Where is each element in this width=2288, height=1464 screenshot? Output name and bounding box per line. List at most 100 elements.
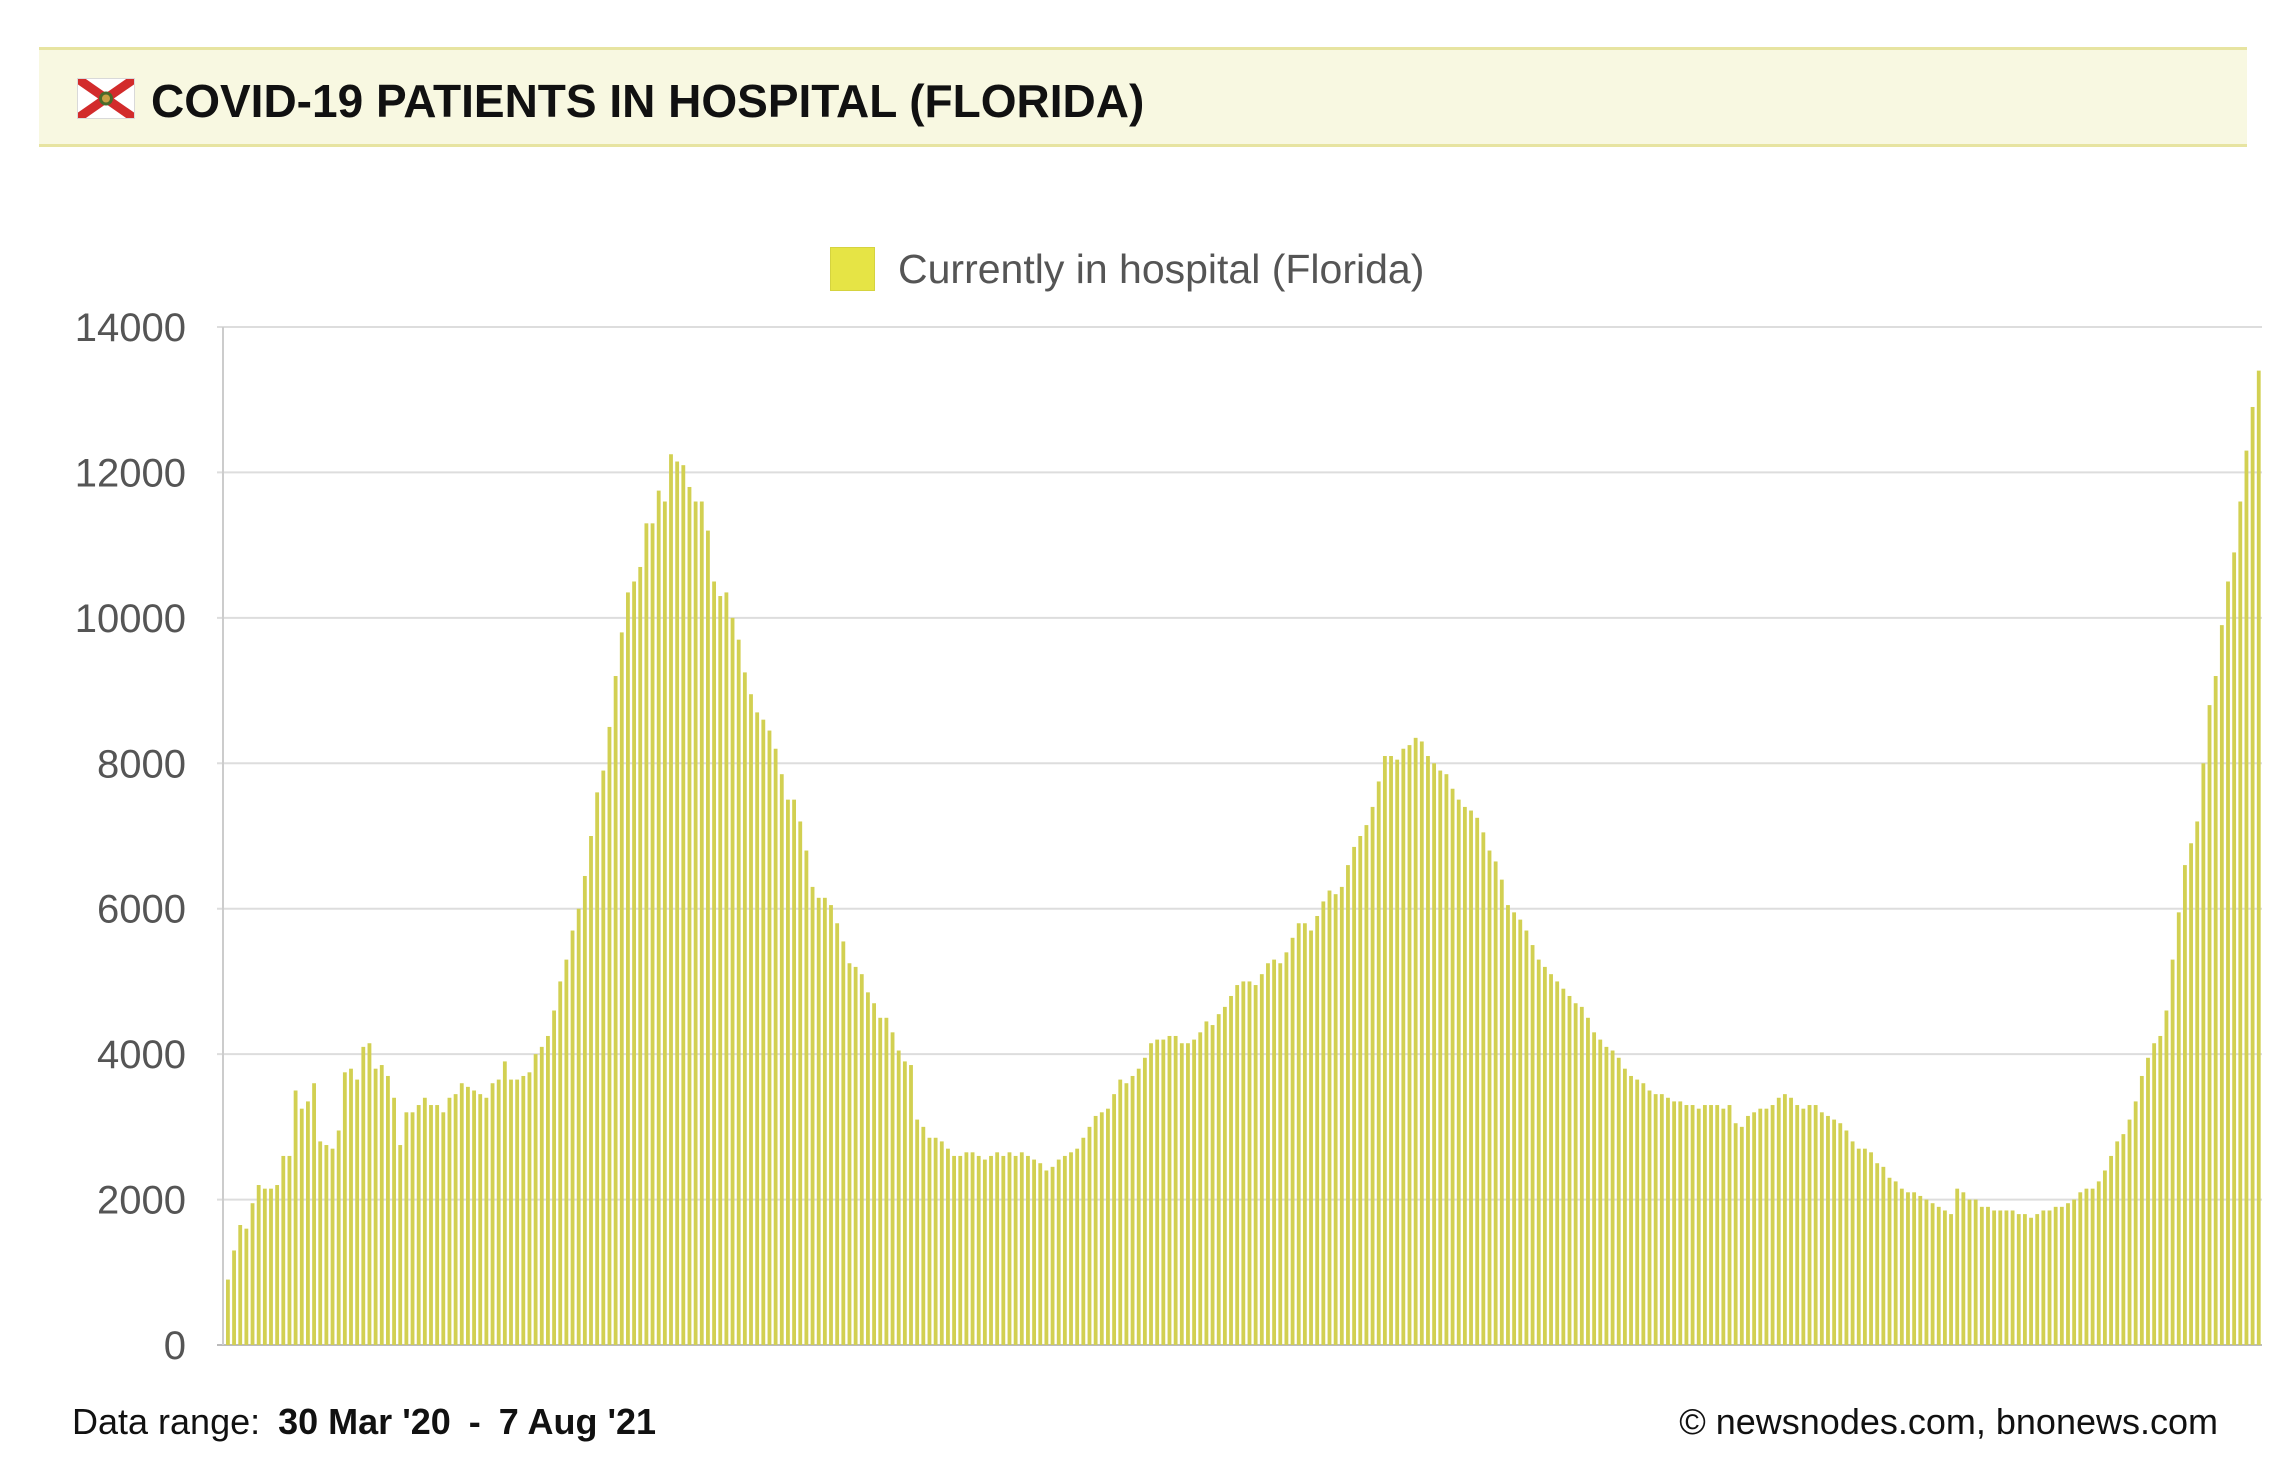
bar[interactable] [2139,1075,2144,1345]
bar[interactable] [1598,1039,1603,1345]
bar[interactable] [1967,1199,1972,1345]
bar[interactable] [1881,1166,1886,1345]
bar[interactable] [1099,1112,1104,1345]
bar[interactable] [1524,930,1529,1345]
bar[interactable] [730,617,735,1345]
bar[interactable] [466,1086,470,1345]
bar[interactable] [2189,843,2193,1345]
bar[interactable] [2084,1188,2089,1345]
bar[interactable] [502,1061,507,1345]
bar[interactable] [736,639,741,1345]
bar[interactable] [662,501,667,1345]
bar[interactable] [1573,1003,1578,1345]
bar[interactable] [404,1112,409,1345]
bar[interactable] [1549,974,1553,1345]
bar[interactable] [318,1141,323,1345]
bar[interactable] [902,1061,907,1345]
bar[interactable] [1253,985,1258,1345]
bar[interactable] [632,581,636,1346]
bar[interactable] [712,581,716,1346]
bar[interactable] [995,1152,1000,1345]
bar[interactable] [1838,1123,1843,1345]
bar[interactable] [1986,1206,1990,1345]
bar[interactable] [299,1108,304,1345]
bar[interactable] [2029,1217,2033,1345]
bar[interactable] [1382,756,1387,1345]
bar[interactable] [2022,1214,2027,1345]
bar[interactable] [552,1010,556,1345]
bar[interactable] [1586,1017,1590,1345]
bar[interactable] [496,1079,501,1345]
bar[interactable] [1579,1006,1584,1345]
bar[interactable] [330,1148,335,1345]
bar[interactable] [1819,1112,1824,1345]
bar[interactable] [1899,1188,1904,1345]
bar[interactable] [1462,806,1467,1345]
bar[interactable] [342,1072,347,1345]
bar[interactable] [1419,741,1424,1345]
bar[interactable] [509,1079,513,1345]
bar[interactable] [829,905,833,1345]
bar[interactable] [262,1188,267,1345]
bar[interactable] [1062,1155,1067,1345]
bar[interactable] [1856,1148,1861,1345]
bar[interactable] [1906,1192,1910,1345]
bar[interactable] [287,1155,292,1345]
bar[interactable] [1936,1206,1941,1345]
bar[interactable] [576,908,581,1345]
bar[interactable] [718,596,723,1345]
bar[interactable] [1647,1090,1652,1346]
bar[interactable] [835,923,840,1345]
bar[interactable] [2183,865,2187,1345]
bar[interactable] [453,1094,458,1345]
bar[interactable] [539,1046,544,1345]
bar[interactable] [1604,1046,1609,1345]
bar[interactable] [1007,1152,1012,1345]
bar[interactable] [1629,1075,1633,1345]
bar[interactable] [1118,1079,1123,1345]
bar[interactable] [1635,1079,1640,1345]
bar[interactable] [816,897,821,1345]
bar[interactable] [2109,1155,2113,1345]
bar[interactable] [398,1145,403,1345]
bar[interactable] [1032,1159,1036,1345]
bar[interactable] [1949,1214,1953,1345]
bar[interactable] [1173,1035,1178,1345]
bar[interactable] [1456,799,1461,1345]
bar[interactable] [312,1083,316,1345]
bar[interactable] [1832,1119,1837,1345]
bar[interactable] [2195,821,2200,1345]
bar[interactable] [1284,952,1289,1345]
bar[interactable] [1475,817,1480,1345]
bar[interactable] [2121,1134,2126,1345]
bar[interactable] [1672,1101,1677,1345]
bar[interactable] [767,730,772,1345]
bar[interactable] [982,1159,987,1345]
bar[interactable] [1204,1021,1209,1345]
bar[interactable] [1893,1181,1898,1345]
bar[interactable] [2133,1101,2138,1345]
bar[interactable] [669,454,673,1345]
bar[interactable] [884,1017,889,1345]
bar[interactable] [970,1152,975,1345]
bar[interactable] [1887,1177,1892,1345]
bar[interactable] [1198,1032,1203,1345]
bar[interactable] [1013,1155,1018,1345]
bar[interactable] [1764,1108,1769,1345]
bar[interactable] [742,672,747,1345]
bar[interactable] [1438,770,1443,1345]
bar[interactable] [435,1105,440,1345]
bar[interactable] [416,1105,421,1345]
bar[interactable] [607,726,612,1345]
bar[interactable] [1942,1210,1947,1345]
bar[interactable] [429,1105,433,1345]
bar[interactable] [786,799,790,1345]
bar[interactable] [927,1137,932,1345]
bar[interactable] [1530,945,1535,1345]
bar[interactable] [909,1065,913,1345]
bar[interactable] [1389,756,1393,1345]
bar[interactable] [1112,1094,1117,1345]
bar[interactable] [558,981,563,1345]
bar[interactable] [1044,1170,1049,1345]
bar[interactable] [656,490,661,1345]
